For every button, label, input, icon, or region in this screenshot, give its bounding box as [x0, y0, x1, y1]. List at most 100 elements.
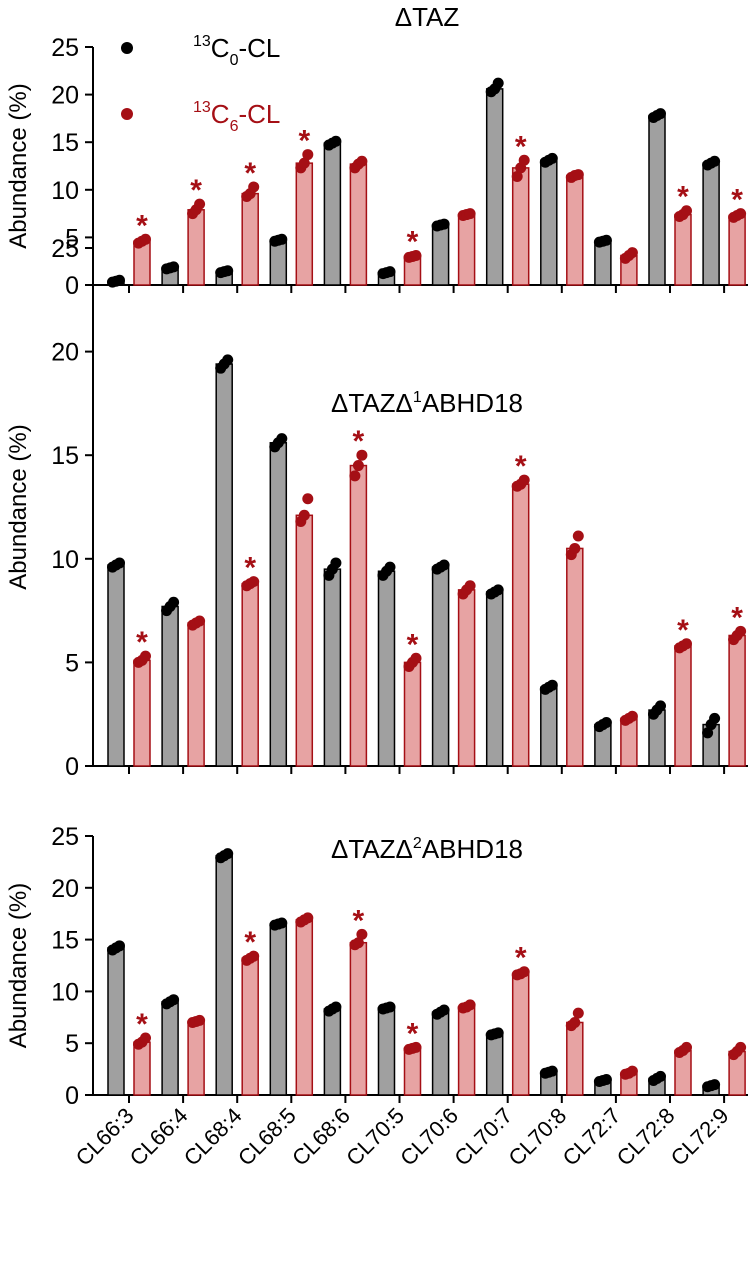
significance-star: * [515, 450, 527, 483]
significance-star: * [407, 225, 419, 258]
bar-c0-CL68:6 [323, 568, 342, 767]
significance-star: * [298, 125, 310, 158]
bar-c6-CL70:7 [511, 973, 530, 1096]
point-c0 [114, 274, 125, 286]
bar-c6-CL66:4 [187, 1020, 205, 1096]
point-c0 [168, 261, 180, 273]
point-c6 [356, 928, 368, 940]
x-tick-label: CL72:9 [666, 1103, 734, 1171]
point-c6 [518, 966, 530, 978]
bar-c0-CL72:7 [594, 240, 612, 286]
y-axis-label: Abundance (%) [5, 424, 32, 589]
y-tick-label: 5 [65, 1030, 79, 1058]
point-c0 [600, 1073, 612, 1085]
x-tick-label: CL70:8 [503, 1103, 571, 1171]
x-tick-label: CL70:7 [449, 1103, 517, 1171]
point-c0 [330, 135, 342, 147]
bar-c0-CL70:7 [485, 591, 504, 767]
point-c6 [410, 652, 422, 664]
point-c6 [298, 509, 310, 521]
y-tick-label: 5 [65, 224, 79, 252]
bar-c0-CL68:5 [269, 442, 288, 767]
y-axis-label: Abundance (%) [5, 883, 32, 1048]
bar-c6-CL70:8 [566, 547, 584, 767]
point-c0 [492, 584, 504, 596]
significance-star: * [244, 157, 256, 190]
bar-c6-CL66:3 [133, 1041, 151, 1096]
point-c0 [655, 1070, 666, 1082]
point-c0 [276, 233, 288, 245]
point-c0 [600, 234, 612, 246]
bar-c6-CL70:8 [566, 174, 584, 286]
bar-c6-CL66:4 [187, 209, 205, 286]
point-c6 [356, 155, 368, 167]
panel-1: ΔTAZ 0 5 10 15 20 25 Abundance (%) * * * * * * * * [5, 2, 748, 300]
point-c0 [438, 218, 450, 230]
bar-c0-CL70:8 [540, 686, 558, 767]
bar-c0-CL66:4 [161, 605, 179, 767]
point-c6 [681, 1041, 692, 1053]
bar-c6-CL70:7 [511, 167, 530, 286]
significance-star: * [136, 209, 148, 242]
point-c6 [410, 249, 422, 261]
point-c0 [222, 265, 234, 277]
point-c0 [114, 940, 125, 952]
significance-star: * [677, 181, 689, 214]
legend-label-c0: 13C0-CL [193, 33, 280, 69]
panel-title: ΔTAZΔ1ABHD18 [331, 388, 523, 418]
significance-star: * [407, 1017, 419, 1050]
bar-c0-CL70:7 [485, 88, 504, 286]
y-tick-label: 10 [51, 978, 79, 1006]
significance-star: * [407, 628, 419, 661]
bar-c0-CL72:8 [648, 114, 666, 286]
bar-c0-CL68:5 [269, 923, 288, 1096]
point-c0 [600, 716, 612, 728]
point-c6 [572, 530, 584, 542]
point-c6 [681, 638, 692, 650]
bar-c6-CL70:8 [566, 1021, 584, 1096]
significance-star: * [244, 552, 256, 585]
point-c6 [410, 1041, 422, 1053]
y-tick-label: 0 [65, 1082, 79, 1110]
y-tick-label: 20 [51, 82, 79, 110]
significance-star: * [515, 130, 527, 163]
point-c6 [194, 615, 206, 627]
point-c0 [384, 1001, 396, 1013]
bar-c0-CL70:5 [377, 570, 396, 767]
point-c6 [569, 542, 581, 554]
significance-star: * [515, 942, 527, 975]
point-c0 [702, 727, 714, 739]
point-c0 [384, 561, 396, 573]
point-c0 [546, 679, 558, 691]
bar-c6-CL72:9 [728, 634, 746, 767]
bar-c0-CL72:9 [702, 162, 720, 286]
point-c0 [709, 712, 721, 724]
y-tick-label: 20 [51, 339, 79, 367]
panel-title: ΔTAZ [395, 2, 460, 32]
point-c6 [302, 493, 314, 505]
bar-c0-CL70:6 [431, 224, 450, 286]
bar-c0-CL68:6 [323, 1008, 342, 1096]
bar-c6-CL66:3 [133, 659, 151, 767]
bar-c0-CL70:7 [485, 1033, 504, 1096]
point-c0 [168, 596, 180, 608]
point-c6 [572, 1007, 584, 1019]
point-c6 [518, 474, 530, 486]
point-c6 [518, 154, 530, 166]
point-c6 [140, 1032, 151, 1044]
bar-c6-CL70:5 [403, 661, 422, 767]
point-c0 [114, 557, 125, 569]
point-c6 [302, 912, 314, 924]
point-c6 [302, 149, 314, 161]
bar-c0-CL68:4 [215, 854, 233, 1096]
point-c6 [248, 576, 260, 588]
panel-title: ΔTAZΔ2ABHD18 [331, 834, 523, 864]
point-c6 [626, 710, 638, 722]
legend-label-c6: 13C6-CL [193, 99, 280, 135]
point-c0 [168, 994, 180, 1006]
point-c6 [248, 181, 260, 193]
bar-c6-CL68:4 [241, 582, 259, 767]
bar-c6-CL68:4 [241, 192, 259, 286]
y-tick-label: 25 [51, 235, 79, 263]
